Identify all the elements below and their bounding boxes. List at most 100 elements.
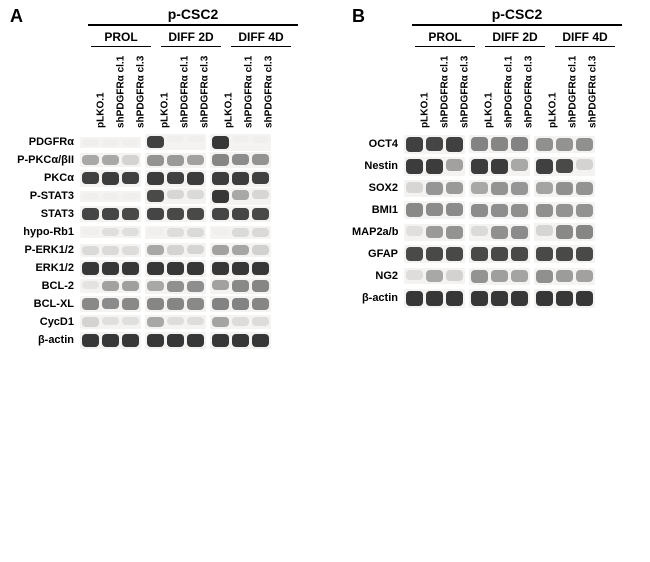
- western-band: [406, 226, 423, 236]
- lane-group: [210, 243, 271, 257]
- western-band: [212, 228, 229, 235]
- lane-group: [145, 188, 206, 204]
- western-band: [147, 155, 164, 166]
- western-band: [446, 182, 463, 194]
- lane-group: [80, 170, 141, 187]
- blot-row: β-actin: [352, 288, 642, 308]
- western-band: [232, 262, 249, 275]
- panel-a-blots: PDGFRαP-PKCα/βIIPKCαP-STAT3STAT3hypo-Rb1…: [10, 134, 320, 348]
- western-band: [556, 182, 573, 195]
- western-band: [167, 208, 184, 220]
- western-band: [446, 159, 463, 171]
- lane-label: shPDGFRα cl.3: [259, 50, 279, 128]
- western-band: [511, 182, 528, 195]
- lane-group: [534, 245, 595, 263]
- western-band: [102, 139, 119, 146]
- protein-label: BCL-XL: [10, 298, 80, 310]
- western-band: [122, 334, 139, 347]
- western-band: [252, 154, 269, 165]
- western-band: [187, 172, 204, 185]
- western-band: [82, 317, 99, 327]
- protein-label: MAP2a/b: [352, 226, 404, 238]
- western-band: [122, 139, 139, 146]
- western-band: [491, 137, 508, 151]
- blot-row: hypo-Rb1: [10, 224, 320, 240]
- condition-label: DIFF 2D: [485, 30, 545, 47]
- blot-row: STAT3: [10, 206, 320, 222]
- condition-label: DIFF 4D: [555, 30, 615, 47]
- western-band: [212, 154, 229, 166]
- western-band: [147, 262, 164, 275]
- western-band: [82, 139, 99, 146]
- western-band: [406, 247, 423, 261]
- western-band: [122, 262, 139, 275]
- western-band: [167, 190, 184, 199]
- protein-label: ERK1/2: [10, 262, 80, 274]
- lane-group: [534, 268, 595, 285]
- western-band: [82, 298, 99, 310]
- western-band: [576, 159, 593, 170]
- lane-group: [534, 289, 595, 308]
- protein-label: STAT3: [10, 208, 80, 220]
- western-band: [232, 317, 249, 326]
- western-band: [471, 137, 488, 151]
- lane-group: [210, 296, 271, 312]
- western-band: [232, 172, 249, 185]
- lane-group: [145, 260, 206, 277]
- western-band: [426, 226, 443, 238]
- western-band: [102, 193, 119, 200]
- western-band: [446, 226, 463, 239]
- lane-label: pLKO.1: [219, 50, 239, 128]
- western-band: [511, 137, 528, 151]
- western-band: [147, 136, 164, 148]
- lane-group: [210, 134, 271, 151]
- western-band: [122, 155, 139, 165]
- western-band: [511, 270, 528, 282]
- western-band: [232, 228, 249, 237]
- protein-label: PDGFRα: [10, 136, 80, 148]
- lane-group: [534, 202, 595, 219]
- western-band: [82, 334, 99, 347]
- western-band: [406, 203, 423, 217]
- lane-group: [469, 157, 530, 176]
- lane-group: [80, 279, 141, 293]
- western-band: [82, 193, 99, 200]
- lane-group: [404, 289, 465, 308]
- blot-row: PDGFRα: [10, 134, 320, 150]
- lane-group: [534, 223, 595, 241]
- western-band: [167, 155, 184, 166]
- western-band: [491, 247, 508, 261]
- western-band: [426, 270, 443, 282]
- western-band: [511, 204, 528, 217]
- western-band: [122, 246, 139, 255]
- lane-group: [469, 224, 530, 241]
- protein-label: BMI1: [352, 204, 404, 216]
- western-band: [147, 172, 164, 185]
- panel-a-header: p-CSC2 PROLDIFF 2DDIFF 4D pLKO.1shPDGFRα…: [88, 6, 320, 128]
- western-band: [167, 172, 184, 184]
- lane-label: pLKO.1: [415, 50, 435, 128]
- western-band: [556, 159, 573, 173]
- lane-group: [80, 332, 141, 349]
- western-band: [122, 208, 139, 220]
- western-band: [491, 291, 508, 306]
- lane-group: [404, 224, 465, 241]
- blot-row: P-STAT3: [10, 188, 320, 204]
- western-band: [212, 334, 229, 347]
- western-band: [102, 334, 119, 347]
- western-band: [102, 228, 119, 236]
- blot-row: MAP2a/b: [352, 222, 642, 242]
- lane-group: [210, 188, 271, 205]
- western-band: [536, 138, 553, 151]
- lane-group: [145, 206, 206, 222]
- western-band: [187, 298, 204, 310]
- western-band: [446, 291, 463, 306]
- lane-label: shPDGFRα cl.1: [111, 50, 131, 128]
- western-band: [471, 159, 488, 174]
- lane-label: pLKO.1: [543, 50, 563, 128]
- western-band: [167, 228, 184, 237]
- lane-group: [145, 296, 206, 312]
- western-band: [147, 245, 164, 255]
- western-band: [167, 262, 184, 275]
- lane-label: shPDGFRα cl.1: [175, 50, 195, 128]
